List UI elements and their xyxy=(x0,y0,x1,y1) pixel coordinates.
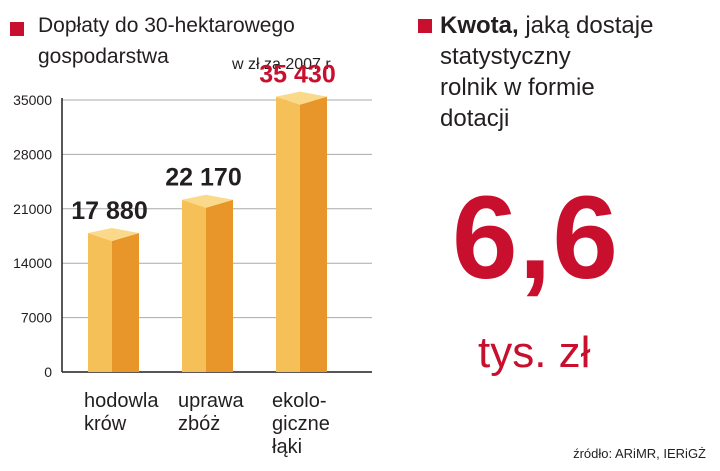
big-value: 6,6 xyxy=(452,172,620,304)
category-label-line: uprawa xyxy=(178,390,244,412)
y-tick-label: 35000 xyxy=(13,92,52,108)
big-unit: tys. zł xyxy=(478,328,591,377)
bar xyxy=(88,233,112,372)
unit-note: w zł za 2007 r. xyxy=(232,56,335,73)
chart-title-line2: gospodarstwa xyxy=(38,45,169,68)
right-title-rest: jaką dostaje xyxy=(518,12,654,39)
right-title-line2: statystyczny xyxy=(440,43,571,70)
right-title-line1: Kwota, jaką dostaje xyxy=(440,10,710,41)
right-title: Kwota, jaką dostaje statystyczny rolnik … xyxy=(440,10,710,134)
bar-side xyxy=(300,96,327,372)
right-title-line3: rolnik w formie xyxy=(440,74,595,101)
y-tick-label: 21000 xyxy=(13,201,52,217)
chart-title-line1: Dopłaty do 30-hektarowego xyxy=(38,14,295,37)
bar xyxy=(276,96,300,372)
category-label-line: zbóż xyxy=(178,413,221,435)
category-label-line: krów xyxy=(84,413,127,435)
bar-value-label: 22 170 xyxy=(165,164,241,192)
category-label: uprawa zbóż xyxy=(178,390,244,436)
right-title-bold: Kwota, xyxy=(440,12,519,39)
source-note: źródło: ARiMR, IERiGŻ xyxy=(573,446,706,461)
y-tick-label: 28000 xyxy=(13,146,52,162)
bar-top xyxy=(88,228,139,242)
category-label: hodowla krów xyxy=(84,390,159,436)
bar-chart: 0 7000 14000 21000 28000 35000 17 880 22 170 35 … xyxy=(13,61,372,380)
bar-value-label: 35 430 xyxy=(259,61,335,89)
y-tick-label: 0 xyxy=(44,364,52,380)
bar-side xyxy=(112,233,139,372)
bar-side xyxy=(206,199,233,372)
bar xyxy=(182,199,206,372)
category-label-line: łąki xyxy=(272,436,303,458)
y-tick-label: 7000 xyxy=(21,310,52,326)
category-label-line: giczne xyxy=(272,413,330,435)
y-tick-label: 14000 xyxy=(13,255,52,271)
category-label: ekolo-giczne łąki xyxy=(272,390,330,459)
bar-value-label: 17 880 xyxy=(71,197,147,225)
bar-top xyxy=(276,91,327,105)
category-label-line: hodowla xyxy=(84,390,159,412)
right-title-marker xyxy=(418,19,432,33)
right-title-line4: dotacji xyxy=(440,105,510,132)
left-title-marker xyxy=(10,22,24,36)
category-label-line: ekolo- xyxy=(272,390,327,412)
bar-top xyxy=(182,194,233,208)
